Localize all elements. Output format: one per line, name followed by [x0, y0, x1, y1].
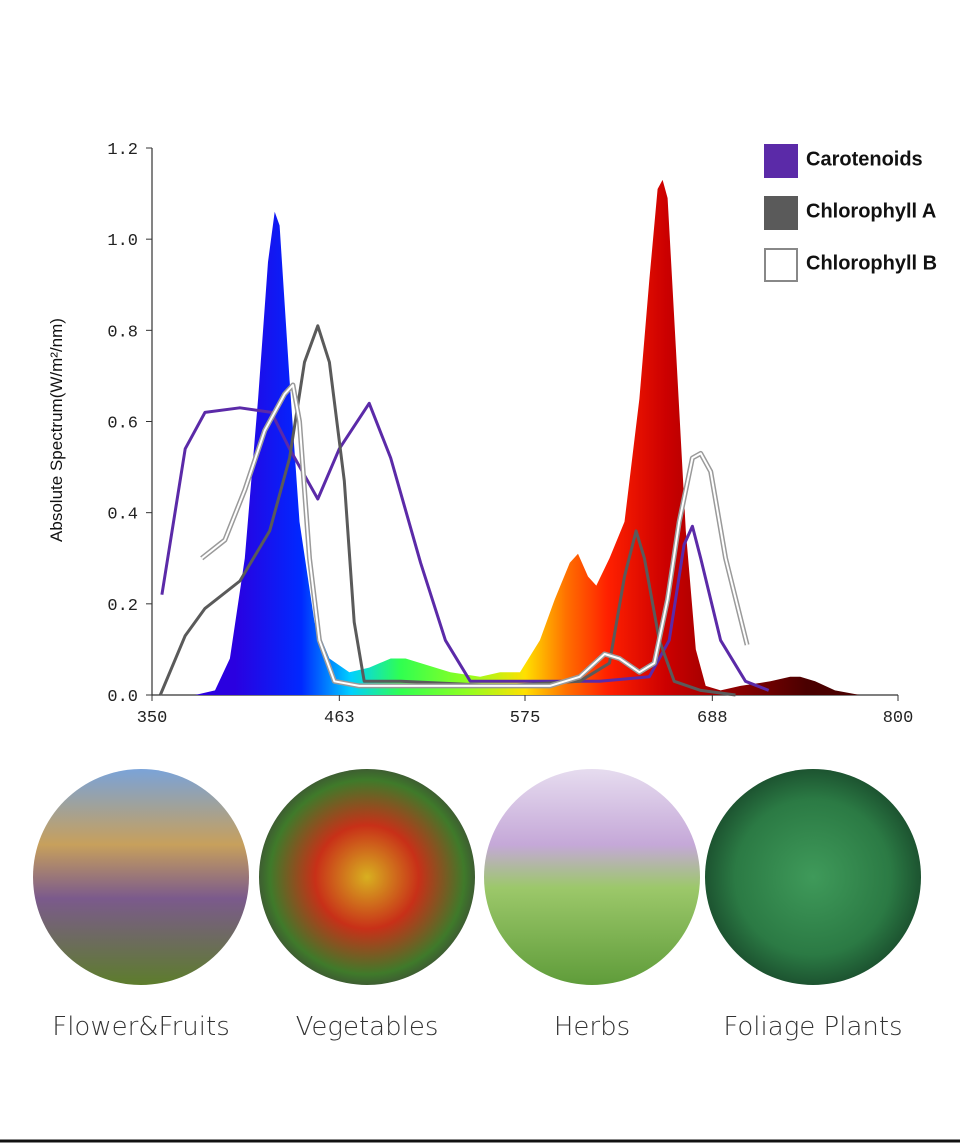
- plot: Absolute Spectrum(W/m²/nm): [47, 148, 898, 696]
- photo-herbs: [484, 769, 700, 985]
- photo-flowers: [33, 769, 249, 985]
- gallery: Flower&Fruits Vegetables Herbs Foliage P…: [33, 769, 921, 1042]
- y-tick-label: 0.2: [107, 597, 138, 616]
- caption: Vegetables: [296, 1012, 439, 1042]
- caption: Herbs: [554, 1012, 630, 1042]
- legend-label: Carotenoids: [806, 148, 923, 170]
- legend-swatch: [764, 144, 798, 178]
- y-tick-label: 0.8: [107, 323, 138, 342]
- y-tick-label: 0.0: [107, 688, 138, 707]
- y-tick-label: 0.4: [107, 506, 138, 525]
- y-tick-label: 1.2: [107, 141, 138, 160]
- x-tick-label: 800: [883, 709, 914, 728]
- legend-swatch: [764, 196, 798, 230]
- series-line: [160, 401, 770, 692]
- x-tick-label: 350: [137, 709, 168, 728]
- caption: Foliage Plants: [723, 1012, 902, 1042]
- legend-label: Chlorophyll A: [806, 200, 936, 222]
- x-tick-label: 463: [324, 709, 355, 728]
- x-tick-label: 575: [510, 709, 541, 728]
- series-line: [201, 384, 749, 687]
- caption: Flower&Fruits: [52, 1012, 230, 1042]
- photo-foliage: [705, 769, 921, 985]
- legend-swatch: [764, 248, 798, 282]
- y-axis-label: Absolute Spectrum(W/m²/nm): [47, 318, 66, 542]
- y-tick-label: 1.0: [107, 232, 138, 251]
- x-tick-label: 688: [697, 709, 728, 728]
- spectrum-area: [195, 179, 860, 695]
- photo-vegetables: [259, 769, 475, 985]
- y-tick-label: 0.6: [107, 415, 138, 434]
- series-line: [158, 324, 736, 697]
- legend-label: Chlorophyll B: [806, 252, 937, 274]
